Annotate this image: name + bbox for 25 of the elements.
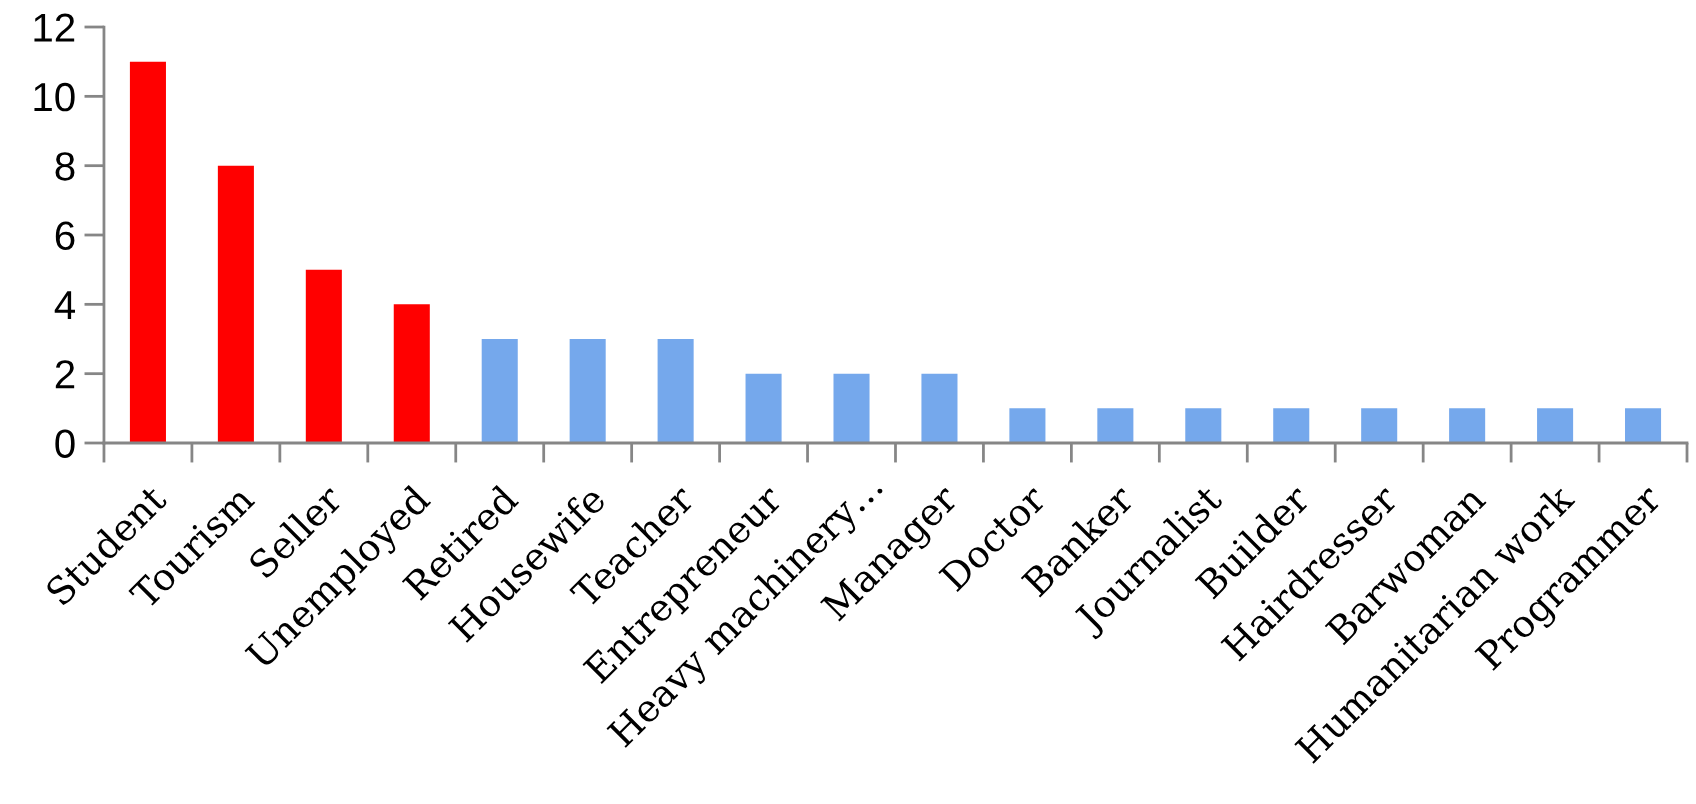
bar [1185,408,1222,443]
bar [217,165,254,443]
bar [1625,408,1662,443]
bar [1009,408,1046,443]
bar [1273,408,1310,443]
y-tick-label: 4 [54,291,76,319]
bar [481,339,518,443]
y-tick-label: 10 [34,82,75,112]
bar [745,373,782,443]
y-tick-label: 6 [55,221,75,250]
bar [1097,408,1134,443]
bar [393,304,430,443]
bar [1361,408,1398,443]
y-tick-label: 12 [34,13,75,42]
bar [305,269,342,443]
y-tick-label: 8 [55,152,75,181]
bar [1537,408,1574,443]
bar [833,373,870,443]
y-tick-label: 0 [55,429,75,458]
y-tick-label: 2 [55,360,75,389]
bar [657,339,694,443]
bar [921,373,958,443]
bar [569,339,606,443]
bar [129,61,166,443]
bar [1449,408,1486,443]
